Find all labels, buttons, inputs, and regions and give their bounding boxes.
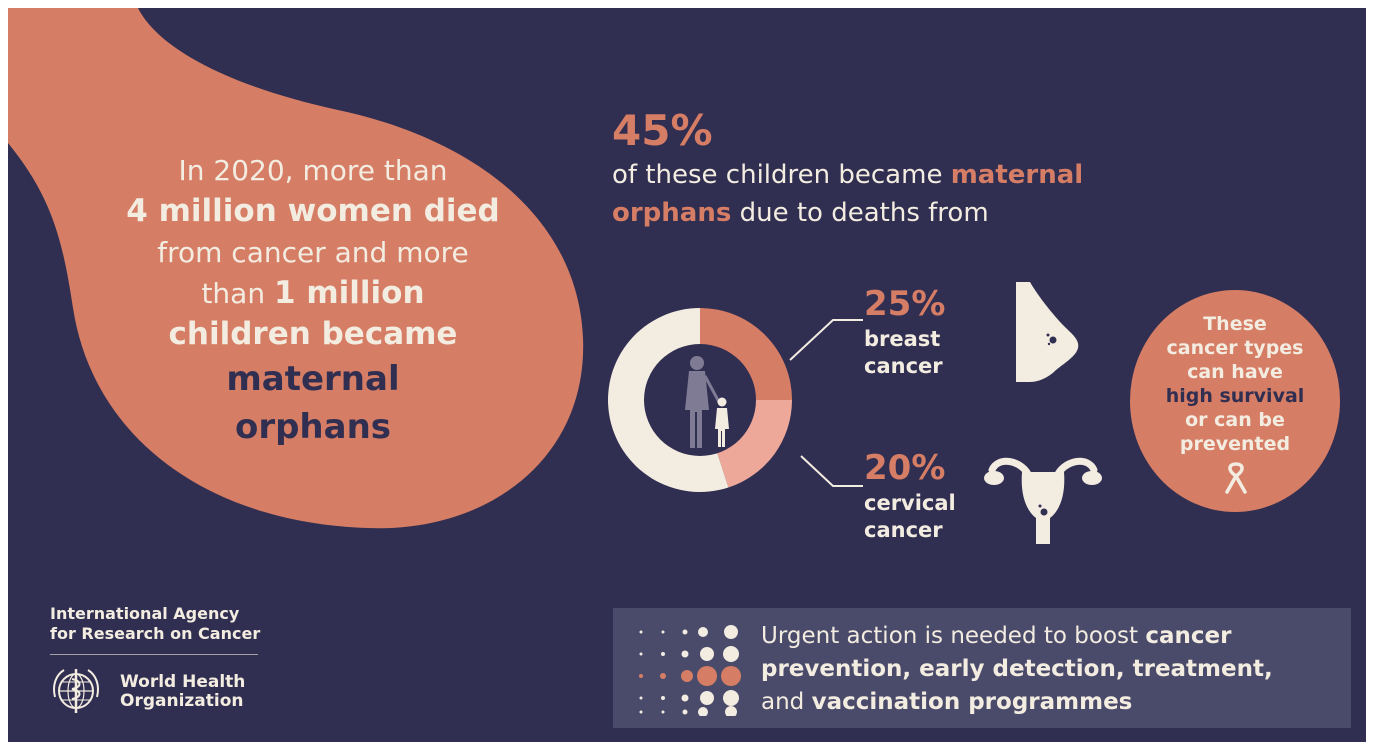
breast-percent: 25%: [864, 284, 946, 324]
survival-badge: These cancer types can have high surviva…: [1130, 290, 1340, 512]
headline-line-7: orphans: [234, 407, 392, 447]
breast-label: breast cancer: [864, 326, 943, 380]
headline-line-6: maternal: [226, 359, 400, 399]
breast-label-2: cancer: [864, 354, 943, 378]
badge-line-1: These: [1203, 313, 1267, 335]
child-figure: [715, 397, 729, 447]
who-logo-text: World Health Organization: [120, 673, 245, 711]
action-text-2: and: [761, 689, 812, 715]
action-bold-3: vaccination programmes: [811, 689, 1133, 715]
iarc-logo-text: International Agency for Research on Can…: [50, 604, 270, 644]
lead-highlight-a: maternal: [950, 160, 1084, 190]
iarc-line-2: for Research on Cancer: [50, 624, 261, 643]
cervical-percent: 20%: [864, 448, 946, 488]
lead-percent: 45%: [612, 106, 713, 155]
cervical-label-1: cervical: [864, 491, 956, 515]
headline-line-4-pre: than: [201, 277, 274, 310]
action-bold-2: prevention, early detection, treatment,: [761, 656, 1273, 682]
badge-line-3: can have: [1187, 361, 1283, 383]
who-emblem-icon: [53, 669, 99, 713]
infographic: In 2020, more than 4 million women died …: [8, 8, 1366, 742]
badge-line-5: or can be: [1185, 409, 1285, 431]
lead-highlight-b: orphans: [612, 198, 732, 228]
headline-line-3: from cancer and more: [157, 236, 469, 269]
action-panel: Urgent action is needed to boost cancer …: [613, 608, 1351, 728]
headline-text: In 2020, more than 4 million women died …: [78, 150, 548, 451]
headline-line-2: 4 million women died: [126, 193, 500, 229]
badge-line-4: high survival: [1165, 385, 1305, 407]
badge-line-6: prevented: [1179, 433, 1291, 455]
lead-text-b: due to deaths from: [731, 198, 989, 228]
lead-text: of these children became maternal orphan…: [612, 156, 1232, 232]
dot-grid-icon: [639, 625, 741, 716]
who-logo: World Health Organization: [50, 667, 270, 717]
logo-divider: [50, 654, 258, 655]
cervical-connector: [800, 455, 863, 487]
headline-line-5: children became: [168, 316, 458, 352]
lead-text-a: of these children became: [612, 160, 951, 190]
cervical-label: cervical cancer: [864, 490, 956, 544]
action-bold-1: cancer: [1145, 623, 1232, 649]
headline-blob: [8, 8, 584, 529]
headline-line-1: In 2020, more than: [178, 154, 448, 187]
breast-label-1: breast: [864, 327, 941, 351]
who-line-2: Organization: [120, 691, 244, 711]
action-text-1: Urgent action is needed to boost: [761, 623, 1146, 649]
breast-connector: [789, 319, 863, 361]
breast-icon: [1016, 282, 1079, 382]
uterus-icon: [984, 457, 1102, 544]
who-line-1: World Health: [120, 672, 246, 692]
cervical-label-2: cancer: [864, 518, 943, 542]
iarc-line-1: International Agency: [50, 604, 240, 623]
headline-line-4-bold: 1 million: [273, 275, 425, 311]
organisation-logos: International Agency for Research on Can…: [50, 604, 270, 717]
awareness-ribbon-icon: [1225, 462, 1247, 494]
woman-child-icon: [685, 356, 721, 448]
action-text: Urgent action is needed to boost cancer …: [761, 620, 1341, 719]
donut-chart: [608, 308, 863, 492]
badge-line-2: cancer types: [1166, 337, 1304, 359]
